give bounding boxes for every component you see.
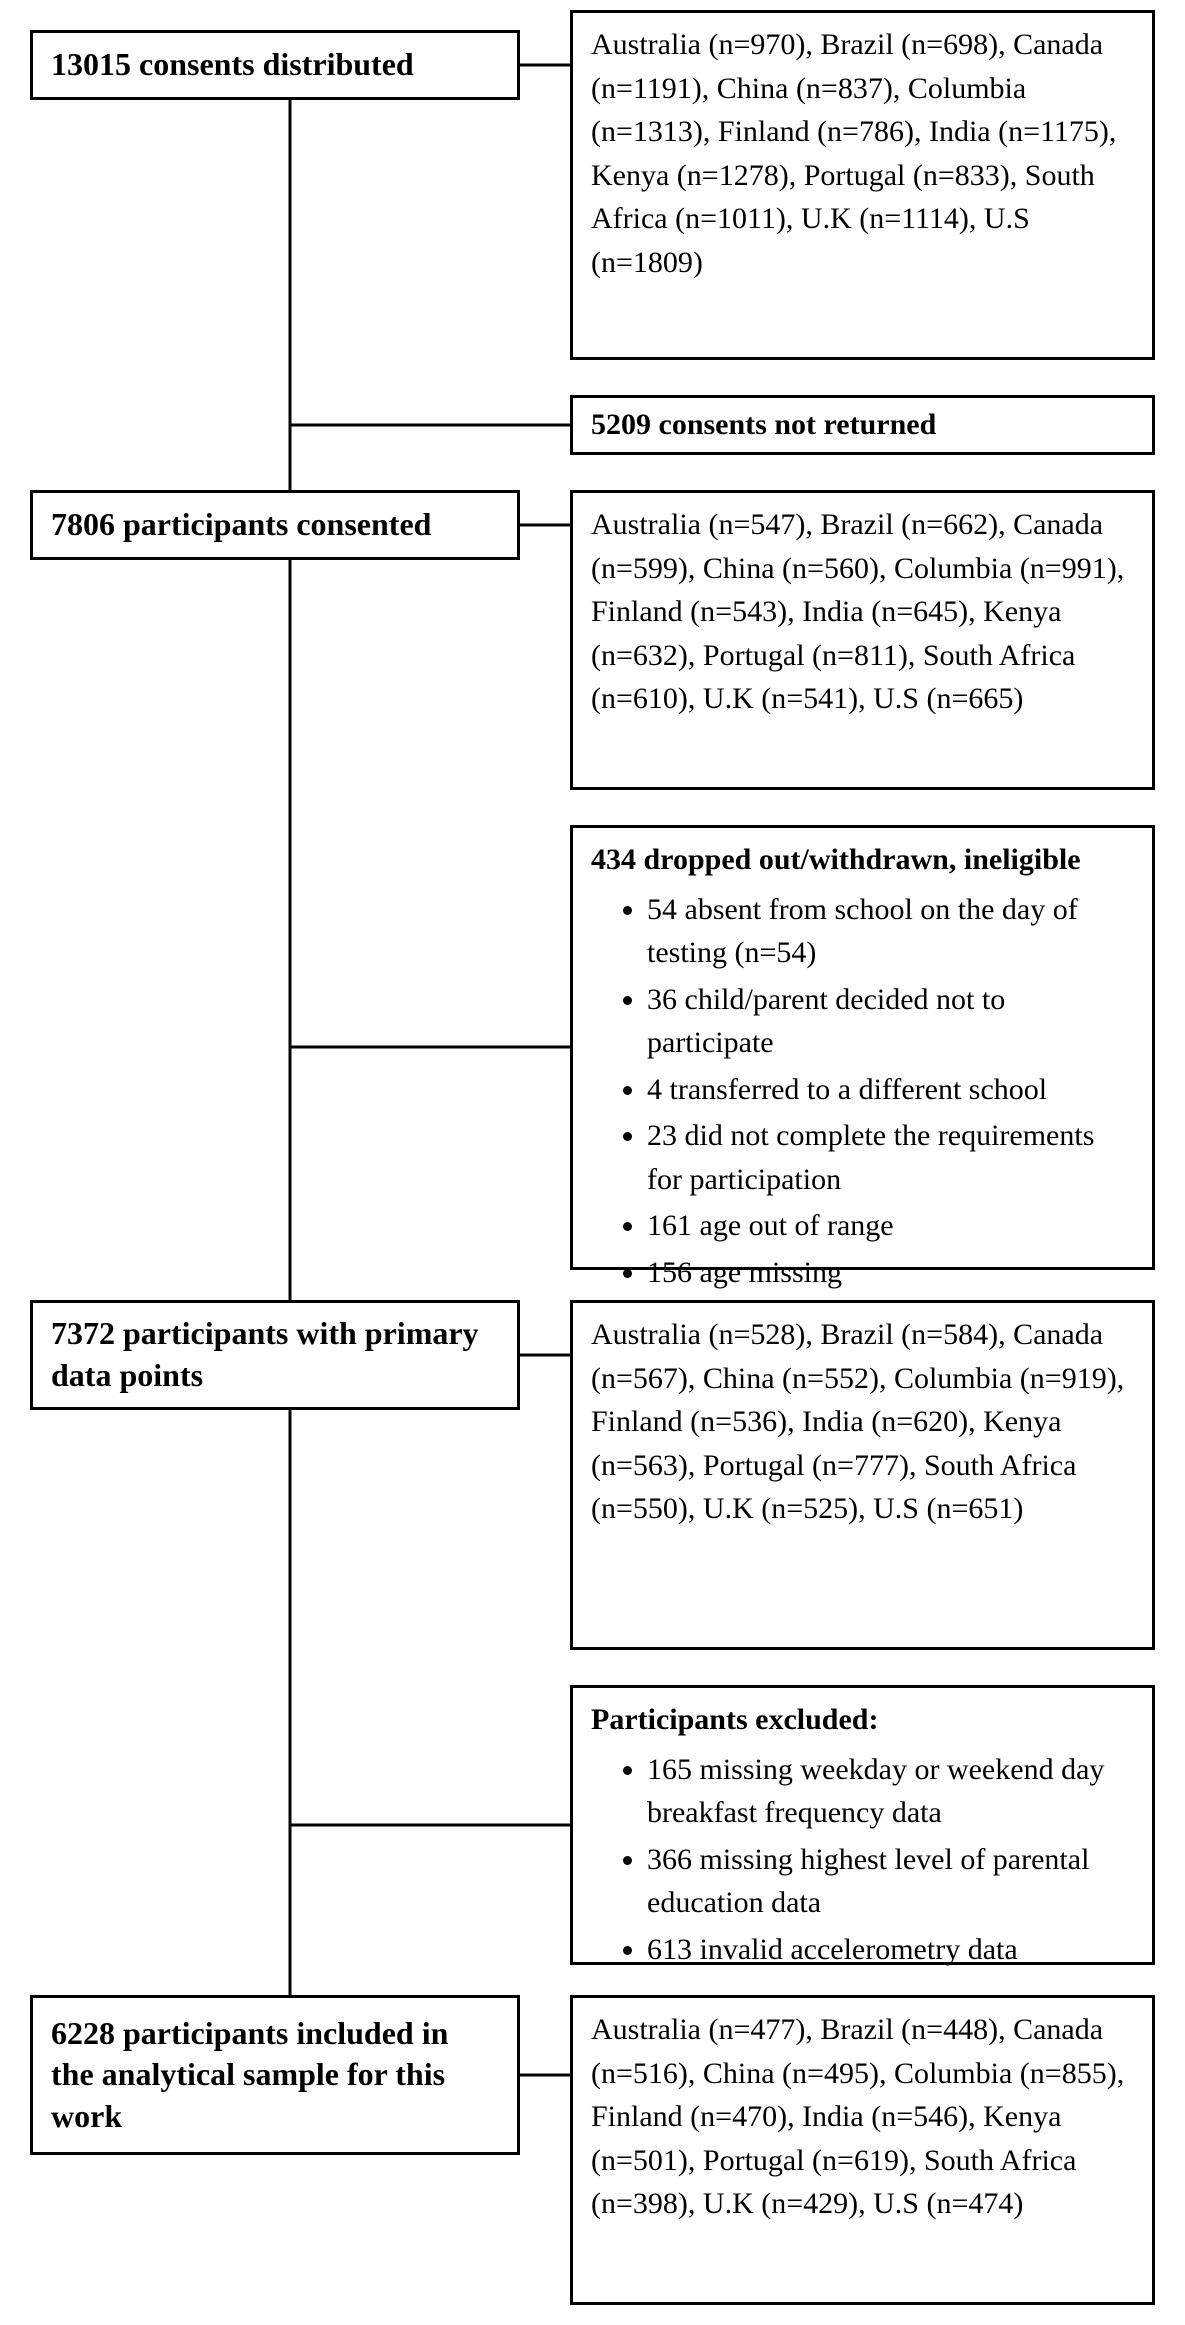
stage2-detail: Australia (n=547), Brazil (n=662), Canad…	[591, 508, 1124, 715]
stage4-title: 6228 participants included in the analyt…	[51, 2013, 499, 2138]
dropped-item: 161 age out of range	[647, 1204, 1134, 1248]
stage3-title: 7372 participants with primary data poin…	[51, 1313, 499, 1396]
dropped-heading: 434 dropped out/withdrawn, ineligible	[591, 838, 1134, 882]
excluded-item: 613 invalid accelerometry data	[647, 1928, 1134, 1972]
excluded-box: Participants excluded: 165 missing weekd…	[570, 1685, 1155, 1965]
dropped-item: 4 transferred to a different school	[647, 1068, 1134, 1112]
excluded-item: 366 missing highest level of parental ed…	[647, 1838, 1134, 1925]
stage3-detail: Australia (n=528), Brazil (n=584), Canad…	[591, 1318, 1124, 1525]
dropped-item: 36 child/parent decided not to participa…	[647, 978, 1134, 1065]
stage2-title-box: 7806 participants consented	[30, 490, 520, 560]
stage2-title: 7806 participants consented	[51, 504, 431, 546]
excluded-heading: Participants excluded:	[591, 1698, 1134, 1742]
stage1-detail: Australia (n=970), Brazil (n=698), Canad…	[591, 28, 1116, 279]
dropped-item: 54 absent from school on the day of test…	[647, 888, 1134, 975]
not-returned-text: 5209 consents not returned	[591, 403, 936, 447]
stage1-title-box: 13015 consents distributed	[30, 30, 520, 100]
dropped-item: 156 age missing	[647, 1251, 1134, 1295]
stage4-detail-box: Australia (n=477), Brazil (n=448), Canad…	[570, 1995, 1155, 2305]
dropped-box: 434 dropped out/withdrawn, ineligible 54…	[570, 825, 1155, 1270]
stage2-detail-box: Australia (n=547), Brazil (n=662), Canad…	[570, 490, 1155, 790]
dropped-item: 23 did not complete the requirements for…	[647, 1114, 1134, 1201]
dropped-list: 54 absent from school on the day of test…	[591, 888, 1134, 1295]
stage4-title-box: 6228 participants included in the analyt…	[30, 1995, 520, 2155]
excluded-list: 165 missing weekday or weekend day break…	[591, 1748, 1134, 1972]
excluded-item: 165 missing weekday or weekend day break…	[647, 1748, 1134, 1835]
stage3-detail-box: Australia (n=528), Brazil (n=584), Canad…	[570, 1300, 1155, 1650]
stage1-title: 13015 consents distributed	[51, 44, 414, 86]
stage3-title-box: 7372 participants with primary data poin…	[30, 1300, 520, 1410]
stage4-detail: Australia (n=477), Brazil (n=448), Canad…	[591, 2013, 1124, 2220]
not-returned-box: 5209 consents not returned	[570, 395, 1155, 455]
stage1-detail-box: Australia (n=970), Brazil (n=698), Canad…	[570, 10, 1155, 360]
